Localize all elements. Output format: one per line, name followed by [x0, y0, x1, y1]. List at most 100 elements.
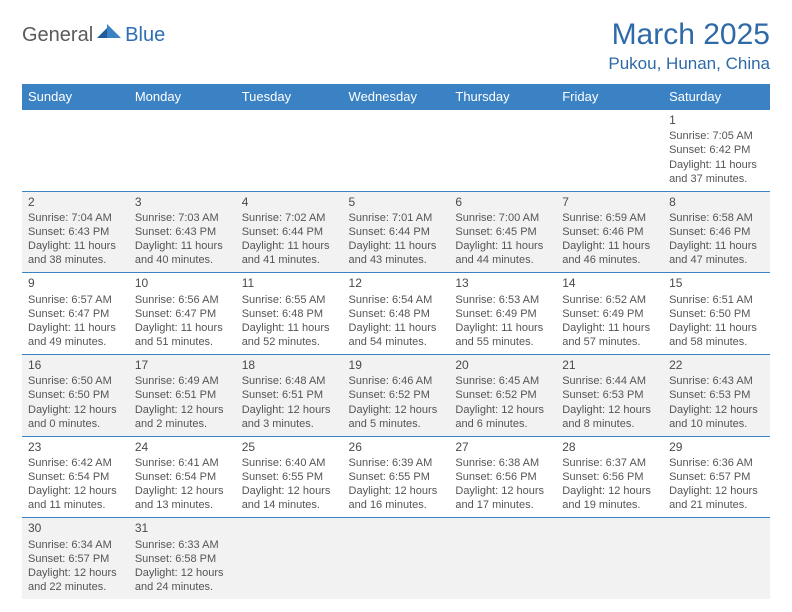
daylight-text: Daylight: 11 hours and 52 minutes. — [242, 321, 337, 349]
calendar-day-cell — [236, 518, 343, 599]
weekday-header: Wednesday — [343, 84, 450, 110]
sunrise-text: Sunrise: 6:57 AM — [28, 293, 123, 307]
logo-text-general: General — [22, 24, 93, 47]
sunrise-text: Sunrise: 6:59 AM — [562, 211, 657, 225]
day-number: 7 — [562, 195, 657, 210]
daylight-text: Daylight: 12 hours and 8 minutes. — [562, 403, 657, 431]
calendar-day-cell — [556, 518, 663, 599]
sunset-text: Sunset: 6:54 PM — [135, 470, 230, 484]
sunrise-text: Sunrise: 6:39 AM — [349, 456, 444, 470]
day-number: 26 — [349, 440, 444, 455]
calendar-day-cell: 15Sunrise: 6:51 AMSunset: 6:50 PMDayligh… — [663, 273, 770, 355]
day-number: 2 — [28, 195, 123, 210]
day-number: 11 — [242, 276, 337, 291]
weekday-header-row: Sunday Monday Tuesday Wednesday Thursday… — [22, 84, 770, 110]
sunrise-text: Sunrise: 6:56 AM — [135, 293, 230, 307]
daylight-text: Daylight: 12 hours and 0 minutes. — [28, 403, 123, 431]
daylight-text: Daylight: 12 hours and 6 minutes. — [455, 403, 550, 431]
day-number: 10 — [135, 276, 230, 291]
daylight-text: Daylight: 12 hours and 21 minutes. — [669, 484, 764, 512]
daylight-text: Daylight: 11 hours and 54 minutes. — [349, 321, 444, 349]
logo: General Blue — [22, 18, 165, 47]
sunrise-text: Sunrise: 6:41 AM — [135, 456, 230, 470]
sunset-text: Sunset: 6:56 PM — [562, 470, 657, 484]
calendar-day-cell: 25Sunrise: 6:40 AMSunset: 6:55 PMDayligh… — [236, 436, 343, 518]
calendar-day-cell — [22, 110, 129, 192]
calendar-week-row: 23Sunrise: 6:42 AMSunset: 6:54 PMDayligh… — [22, 436, 770, 518]
day-number: 20 — [455, 358, 550, 373]
calendar-day-cell: 22Sunrise: 6:43 AMSunset: 6:53 PMDayligh… — [663, 355, 770, 437]
sunset-text: Sunset: 6:54 PM — [28, 470, 123, 484]
sunset-text: Sunset: 6:42 PM — [669, 143, 764, 157]
day-number: 4 — [242, 195, 337, 210]
sunset-text: Sunset: 6:47 PM — [28, 307, 123, 321]
sunset-text: Sunset: 6:46 PM — [669, 225, 764, 239]
day-number: 31 — [135, 521, 230, 536]
calendar-day-cell: 31Sunrise: 6:33 AMSunset: 6:58 PMDayligh… — [129, 518, 236, 599]
day-number: 17 — [135, 358, 230, 373]
daylight-text: Daylight: 11 hours and 41 minutes. — [242, 239, 337, 267]
calendar-day-cell — [236, 110, 343, 192]
weekday-header: Thursday — [449, 84, 556, 110]
calendar-week-row: 1Sunrise: 7:05 AMSunset: 6:42 PMDaylight… — [22, 110, 770, 192]
sunset-text: Sunset: 6:48 PM — [242, 307, 337, 321]
logo-text-blue: Blue — [125, 24, 165, 47]
day-number: 13 — [455, 276, 550, 291]
sunrise-text: Sunrise: 6:38 AM — [455, 456, 550, 470]
daylight-text: Daylight: 12 hours and 13 minutes. — [135, 484, 230, 512]
daylight-text: Daylight: 11 hours and 38 minutes. — [28, 239, 123, 267]
sunrise-text: Sunrise: 7:03 AM — [135, 211, 230, 225]
daylight-text: Daylight: 11 hours and 47 minutes. — [669, 239, 764, 267]
day-number: 29 — [669, 440, 764, 455]
calendar-day-cell: 19Sunrise: 6:46 AMSunset: 6:52 PMDayligh… — [343, 355, 450, 437]
calendar-day-cell: 3Sunrise: 7:03 AMSunset: 6:43 PMDaylight… — [129, 191, 236, 273]
sunrise-text: Sunrise: 7:05 AM — [669, 129, 764, 143]
daylight-text: Daylight: 11 hours and 55 minutes. — [455, 321, 550, 349]
sunset-text: Sunset: 6:51 PM — [135, 388, 230, 402]
sunset-text: Sunset: 6:43 PM — [28, 225, 123, 239]
sunset-text: Sunset: 6:53 PM — [562, 388, 657, 402]
day-number: 21 — [562, 358, 657, 373]
sunrise-text: Sunrise: 6:43 AM — [669, 374, 764, 388]
weekday-header: Monday — [129, 84, 236, 110]
daylight-text: Daylight: 11 hours and 57 minutes. — [562, 321, 657, 349]
sunrise-text: Sunrise: 6:45 AM — [455, 374, 550, 388]
calendar-day-cell — [449, 110, 556, 192]
calendar-day-cell: 18Sunrise: 6:48 AMSunset: 6:51 PMDayligh… — [236, 355, 343, 437]
day-number: 1 — [669, 113, 764, 128]
day-number: 6 — [455, 195, 550, 210]
day-number: 28 — [562, 440, 657, 455]
day-number: 14 — [562, 276, 657, 291]
sunrise-text: Sunrise: 6:49 AM — [135, 374, 230, 388]
month-title: March 2025 — [608, 18, 770, 52]
sunset-text: Sunset: 6:50 PM — [669, 307, 764, 321]
daylight-text: Daylight: 11 hours and 44 minutes. — [455, 239, 550, 267]
day-number: 19 — [349, 358, 444, 373]
daylight-text: Daylight: 12 hours and 16 minutes. — [349, 484, 444, 512]
calendar-day-cell — [449, 518, 556, 599]
calendar-day-cell: 12Sunrise: 6:54 AMSunset: 6:48 PMDayligh… — [343, 273, 450, 355]
weekday-header: Sunday — [22, 84, 129, 110]
sunrise-text: Sunrise: 6:50 AM — [28, 374, 123, 388]
calendar-table: Sunday Monday Tuesday Wednesday Thursday… — [22, 84, 770, 599]
daylight-text: Daylight: 11 hours and 43 minutes. — [349, 239, 444, 267]
daylight-text: Daylight: 12 hours and 11 minutes. — [28, 484, 123, 512]
sunrise-text: Sunrise: 7:02 AM — [242, 211, 337, 225]
calendar-day-cell: 28Sunrise: 6:37 AMSunset: 6:56 PMDayligh… — [556, 436, 663, 518]
sunset-text: Sunset: 6:48 PM — [349, 307, 444, 321]
sunrise-text: Sunrise: 7:00 AM — [455, 211, 550, 225]
sunset-text: Sunset: 6:44 PM — [349, 225, 444, 239]
sunrise-text: Sunrise: 6:37 AM — [562, 456, 657, 470]
sunrise-text: Sunrise: 6:34 AM — [28, 538, 123, 552]
calendar-day-cell — [343, 518, 450, 599]
calendar-day-cell: 23Sunrise: 6:42 AMSunset: 6:54 PMDayligh… — [22, 436, 129, 518]
sunrise-text: Sunrise: 6:46 AM — [349, 374, 444, 388]
calendar-day-cell: 10Sunrise: 6:56 AMSunset: 6:47 PMDayligh… — [129, 273, 236, 355]
daylight-text: Daylight: 12 hours and 14 minutes. — [242, 484, 337, 512]
sunset-text: Sunset: 6:49 PM — [562, 307, 657, 321]
daylight-text: Daylight: 11 hours and 51 minutes. — [135, 321, 230, 349]
calendar-day-cell: 9Sunrise: 6:57 AMSunset: 6:47 PMDaylight… — [22, 273, 129, 355]
sunset-text: Sunset: 6:53 PM — [669, 388, 764, 402]
calendar-day-cell — [343, 110, 450, 192]
day-number: 22 — [669, 358, 764, 373]
